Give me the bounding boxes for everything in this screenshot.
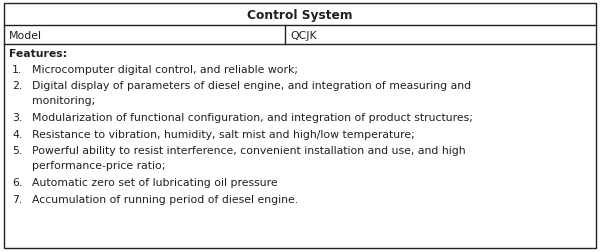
Text: Model: Model xyxy=(9,30,42,40)
Text: 1.: 1. xyxy=(12,65,22,74)
Text: 2.: 2. xyxy=(12,81,22,91)
Text: Control System: Control System xyxy=(247,9,353,21)
Text: 3.: 3. xyxy=(12,113,22,123)
Text: Features:: Features: xyxy=(9,49,67,59)
Text: monitoring;: monitoring; xyxy=(32,96,95,106)
Text: performance-price ratio;: performance-price ratio; xyxy=(32,161,166,171)
Text: Automatic zero set of lubricating oil pressure: Automatic zero set of lubricating oil pr… xyxy=(32,177,278,187)
Text: Accumulation of running period of diesel engine.: Accumulation of running period of diesel… xyxy=(32,194,298,204)
Text: 6.: 6. xyxy=(12,177,22,187)
Text: Modularization of functional configuration, and integration of product structure: Modularization of functional configurati… xyxy=(32,113,473,123)
Text: Microcomputer digital control, and reliable work;: Microcomputer digital control, and relia… xyxy=(32,65,298,74)
Text: QCJK: QCJK xyxy=(290,30,317,40)
Text: 7.: 7. xyxy=(12,194,22,204)
Text: 4.: 4. xyxy=(12,129,22,139)
Text: 5.: 5. xyxy=(12,146,22,155)
Text: Powerful ability to resist interference, convenient installation and use, and hi: Powerful ability to resist interference,… xyxy=(32,146,466,155)
Text: Resistance to vibration, humidity, salt mist and high/low temperature;: Resistance to vibration, humidity, salt … xyxy=(32,129,415,139)
Text: Digital display of parameters of diesel engine, and integration of measuring and: Digital display of parameters of diesel … xyxy=(32,81,471,91)
